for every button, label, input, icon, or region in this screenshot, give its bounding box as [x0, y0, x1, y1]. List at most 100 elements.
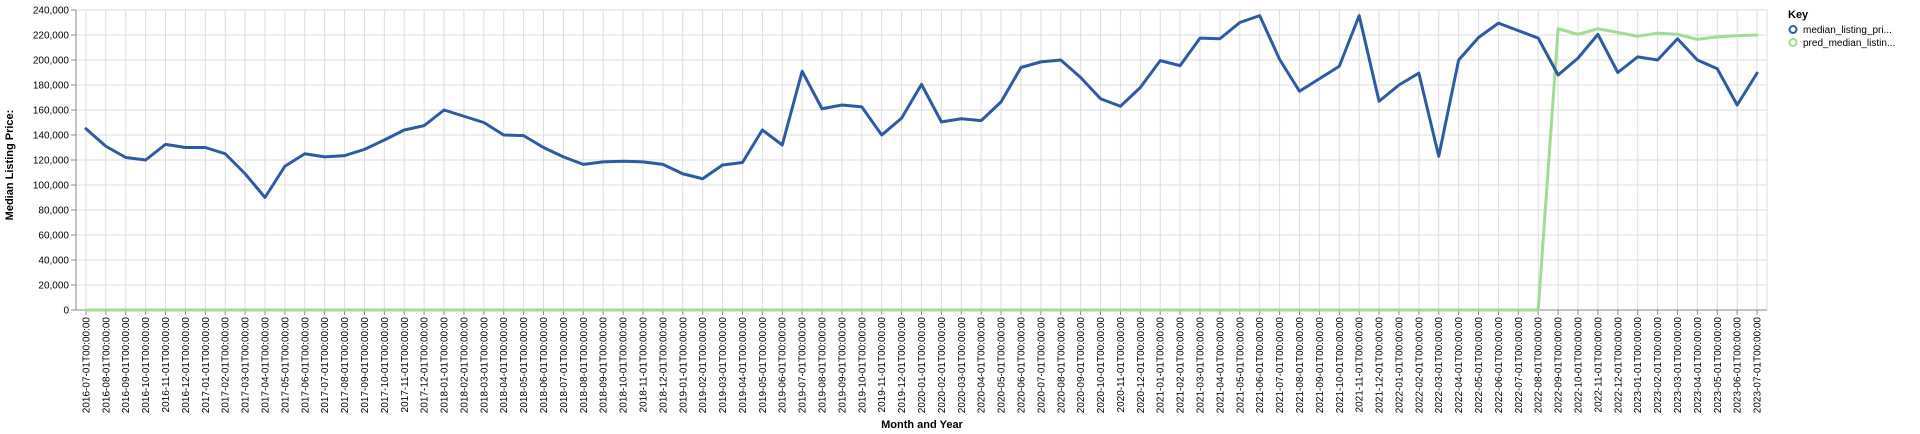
legend-title: Key [1788, 9, 1809, 21]
x-tick-label: 2023-03-01T00:00:00 [1673, 317, 1684, 414]
x-tick-label: 2020-10-01T00:00:00 [1096, 317, 1107, 414]
x-tick-label: 2021-03-01T00:00:00 [1196, 317, 1207, 414]
legend-symbol [1788, 25, 1798, 34]
x-tick-label: 2018-06-01T00:00:00 [539, 317, 550, 414]
x-tick-label: 2023-02-01T00:00:00 [1653, 317, 1664, 414]
legend: Key median_listing_pri... pred_median_lis… [1788, 9, 1895, 49]
x-tick-label: 2022-03-01T00:00:00 [1434, 317, 1445, 414]
x-tick-label: 2017-11-01T00:00:00 [400, 317, 411, 413]
x-tick-label: 2021-02-01T00:00:00 [1176, 317, 1187, 414]
x-tick-label: 2020-06-01T00:00:00 [1016, 317, 1027, 414]
x-tick-label: 2019-04-01T00:00:00 [738, 317, 749, 414]
y-tick-label: 100,000 [33, 181, 70, 192]
y-axis-title: Median Listing Price: [4, 110, 16, 221]
x-tick-label: 2022-08-01T00:00:00 [1534, 317, 1545, 414]
x-tick-label: 2017-10-01T00:00:00 [380, 317, 391, 414]
series-line [84, 14, 1759, 199]
x-tick-label: 2018-12-01T00:00:00 [658, 317, 669, 414]
y-tick-label: 0 [63, 306, 69, 317]
x-tick-label: 2018-03-01T00:00:00 [479, 317, 490, 414]
x-tick-label: 2020-04-01T00:00:00 [977, 317, 988, 414]
x-tick-label: 2017-12-01T00:00:00 [420, 317, 431, 414]
x-axis: 2016-07-01T00:00:00 2016-08-01T00:00:00 20… [76, 309, 1767, 414]
y-tick-label: 240,000 [33, 6, 70, 17]
x-tick-label: 2022-05-01T00:00:00 [1474, 317, 1485, 414]
x-tick-label: 2017-03-01T00:00:00 [241, 317, 252, 414]
x-tick-label: 2018-01-01T00:00:00 [440, 317, 451, 414]
y-tick-label: 40,000 [38, 256, 69, 267]
x-tick-label: 2016-10-01T00:00:00 [141, 317, 152, 414]
y-tick-label: 200,000 [33, 56, 70, 67]
series-line [84, 27, 1759, 312]
x-tick-label: 2019-05-01T00:00:00 [758, 317, 769, 414]
x-tick-label: 2022-01-01T00:00:00 [1394, 317, 1405, 414]
x-tick-label: 2020-11-01T00:00:00 [1116, 317, 1127, 413]
x-tick-label: 2019-02-01T00:00:00 [698, 317, 709, 414]
x-tick-label: 2017-05-01T00:00:00 [280, 317, 291, 414]
y-tick-label: 220,000 [33, 31, 70, 42]
x-tick-label: 2021-06-01T00:00:00 [1255, 317, 1266, 414]
x-tick-label: 2021-10-01T00:00:00 [1335, 317, 1346, 414]
x-tick-label: 2016-11-01T00:00:00 [161, 317, 172, 413]
x-tick-label: 2016-08-01T00:00:00 [101, 317, 112, 414]
x-tick-label: 2022-02-01T00:00:00 [1414, 317, 1425, 414]
y-tick-label: 80,000 [38, 206, 69, 217]
x-tick-label: 2018-08-01T00:00:00 [579, 317, 590, 414]
y-axis: 0 20,000 40,000 60,000 80,000 100,000 120,000 1… [33, 6, 77, 317]
x-tick-label: 2016-07-01T00:00:00 [81, 317, 92, 414]
x-tick-label: 2020-09-01T00:00:00 [1076, 317, 1087, 414]
x-tick-label: 2017-08-01T00:00:00 [340, 317, 351, 414]
gridlines [75, 9, 1768, 311]
x-tick-label: 2018-05-01T00:00:00 [519, 317, 530, 414]
x-tick-label: 2023-06-01T00:00:00 [1733, 317, 1744, 414]
x-tick-label: 2022-11-01T00:00:00 [1593, 317, 1604, 413]
x-tick-label: 2018-04-01T00:00:00 [499, 317, 510, 414]
x-tick-label: 2022-04-01T00:00:00 [1454, 317, 1465, 414]
x-tick-label: 2019-11-01T00:00:00 [877, 317, 888, 413]
x-tick-label: 2021-11-01T00:00:00 [1355, 317, 1366, 413]
x-tick-label: 2019-09-01T00:00:00 [837, 317, 848, 414]
x-tick-label: 2021-04-01T00:00:00 [1215, 317, 1226, 414]
legend-symbol [1788, 38, 1798, 47]
x-tick-label: 2018-07-01T00:00:00 [559, 317, 570, 414]
x-tick-label: 2023-05-01T00:00:00 [1713, 317, 1724, 414]
x-tick-label: 2020-07-01T00:00:00 [1036, 317, 1047, 414]
x-tick-label: 2022-12-01T00:00:00 [1613, 317, 1624, 414]
x-tick-label: 2021-12-01T00:00:00 [1375, 317, 1386, 414]
x-tick-label: 2018-02-01T00:00:00 [459, 317, 470, 414]
x-tick-label: 2017-07-01T00:00:00 [320, 317, 331, 414]
x-tick-label: 2019-07-01T00:00:00 [798, 317, 809, 414]
x-tick-label: 2022-06-01T00:00:00 [1494, 317, 1505, 414]
x-tick-label: 2020-05-01T00:00:00 [997, 317, 1008, 414]
x-tick-label: 2021-07-01T00:00:00 [1275, 317, 1286, 414]
x-tick-label: 2020-01-01T00:00:00 [917, 317, 928, 414]
y-tick-label: 180,000 [33, 81, 70, 92]
x-tick-label: 2016-09-01T00:00:00 [121, 317, 132, 414]
legend-label: pred_median_listin... [1803, 38, 1895, 49]
legend-items: median_listing_pri... pred_median_listin.… [1788, 25, 1895, 49]
x-tick-label: 2023-07-01T00:00:00 [1753, 317, 1764, 414]
x-axis-title: Month and Year [881, 419, 963, 431]
x-tick-label: 2018-09-01T00:00:00 [599, 317, 610, 414]
legend-label: median_listing_pri... [1803, 25, 1892, 36]
y-tick-label: 140,000 [33, 131, 70, 142]
x-tick-label: 2019-06-01T00:00:00 [778, 317, 789, 414]
x-tick-label: 2022-10-01T00:00:00 [1574, 317, 1585, 414]
x-tick-label: 2022-09-01T00:00:00 [1554, 317, 1565, 414]
y-tick-label: 160,000 [33, 106, 70, 117]
x-tick-label: 2018-10-01T00:00:00 [619, 317, 630, 414]
x-tick-label: 2017-01-01T00:00:00 [201, 317, 212, 414]
x-tick-label: 2017-09-01T00:00:00 [360, 317, 371, 414]
x-tick-label: 2021-09-01T00:00:00 [1315, 317, 1326, 414]
x-tick-label: 2017-04-01T00:00:00 [260, 317, 271, 414]
x-tick-label: 2017-06-01T00:00:00 [300, 317, 311, 414]
x-tick-label: 2019-01-01T00:00:00 [678, 317, 689, 414]
y-tick-label: 120,000 [33, 156, 70, 167]
x-tick-label: 2016-12-01T00:00:00 [181, 317, 192, 414]
y-tick-label: 60,000 [38, 231, 69, 242]
x-tick-label: 2020-08-01T00:00:00 [1056, 317, 1067, 414]
x-tick-label: 2021-01-01T00:00:00 [1156, 317, 1167, 414]
x-tick-label: 2021-05-01T00:00:00 [1235, 317, 1246, 414]
x-tick-label: 2020-12-01T00:00:00 [1136, 317, 1147, 414]
